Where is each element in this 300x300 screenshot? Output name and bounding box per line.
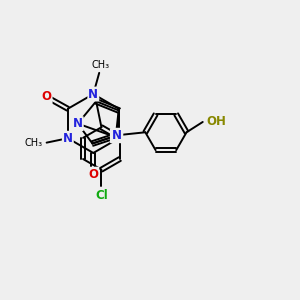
Text: N: N: [111, 129, 121, 142]
Text: O: O: [42, 91, 52, 103]
Text: N: N: [73, 117, 83, 130]
Text: CH₃: CH₃: [92, 60, 110, 70]
Text: N: N: [63, 132, 73, 145]
Text: Cl: Cl: [95, 189, 108, 203]
Text: N: N: [112, 129, 122, 142]
Text: OH: OH: [206, 116, 226, 128]
Text: N: N: [88, 88, 98, 100]
Text: CH₃: CH₃: [25, 138, 43, 148]
Text: O: O: [88, 168, 98, 181]
